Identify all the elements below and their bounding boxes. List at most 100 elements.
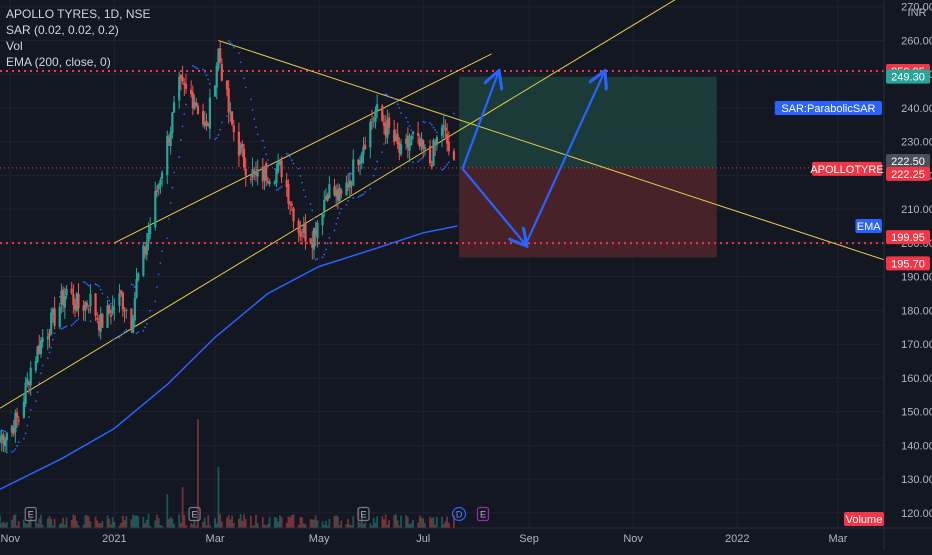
candle-body [323, 199, 326, 212]
sar-dot [58, 296, 61, 298]
sar-dot [87, 284, 90, 287]
volume-bar [359, 523, 361, 528]
volume-bar [297, 524, 300, 528]
volume-bar [11, 519, 13, 528]
volume-bar [58, 524, 61, 528]
sar-dot [309, 203, 312, 206]
sar-dot [420, 157, 423, 160]
candle-body [167, 138, 171, 143]
sar-dot [357, 196, 360, 198]
candle-body [27, 381, 31, 385]
volume-bar [113, 521, 116, 528]
sar-dot [244, 86, 247, 89]
volume-bar [137, 516, 140, 528]
sar-dot [169, 202, 172, 204]
volume-bar [84, 514, 87, 528]
sar-dot [253, 118, 256, 121]
price-tick-label: 270.00 [901, 2, 932, 14]
sar-dot [145, 322, 148, 325]
price-tick-label: 210.00 [901, 204, 932, 216]
series-name-label: APOLLOTYRE [810, 164, 883, 176]
sar-dot [53, 332, 56, 335]
candle-body [111, 305, 114, 314]
volume-bar [219, 514, 222, 528]
volume-bar [241, 520, 244, 528]
candle-body [106, 305, 109, 328]
volume-bar [444, 521, 447, 528]
price-tag [886, 166, 930, 181]
candle-body [196, 105, 200, 115]
volume-bar [197, 419, 199, 528]
volume-bar [371, 525, 373, 528]
candle-body [263, 166, 266, 181]
ema-indicator-label[interactable]: EMA (200, close, 0) [6, 55, 111, 69]
sar-dot [328, 236, 331, 239]
candle-body [352, 159, 355, 186]
candle-body [396, 133, 399, 145]
volume-bar [34, 519, 37, 528]
candle-body [5, 432, 8, 441]
candle-body [442, 125, 445, 128]
sar-dot [396, 103, 399, 106]
sar-dot [280, 185, 283, 188]
sar-dot [191, 64, 194, 67]
sar-dot [316, 257, 319, 260]
sar-dot [26, 424, 29, 427]
sar-dot [89, 320, 92, 323]
volume-bar [52, 525, 54, 528]
sar-dot [72, 322, 75, 325]
volume-bar [101, 520, 104, 528]
candle-body [193, 102, 196, 110]
volume-bar [326, 525, 329, 528]
candle-body [4, 439, 7, 447]
sar-dot [453, 112, 455, 115]
volume-bar [376, 516, 379, 528]
candle-body [326, 194, 329, 201]
candle-body [154, 191, 157, 228]
sar-dot [301, 181, 303, 184]
candle-body [418, 138, 421, 147]
volume-bar [190, 523, 193, 528]
volume-bar [287, 516, 290, 528]
candle-body [447, 142, 450, 152]
volume-bar [249, 515, 252, 528]
sar-dot [133, 286, 136, 288]
candle-body [161, 172, 164, 179]
price-tick-label: 120.00 [901, 508, 932, 520]
sar-dot [94, 283, 97, 286]
sar-dot [17, 441, 20, 444]
volume-tag [844, 512, 884, 526]
sar-dot [267, 159, 269, 161]
volume-bar [125, 516, 128, 528]
sar-dot [239, 61, 242, 64]
volume-bar [62, 517, 65, 528]
volume-bar [185, 525, 187, 528]
earnings-event-icon [357, 506, 370, 522]
volume-bar [316, 520, 319, 528]
volume-bar [178, 514, 181, 528]
candle-body [302, 225, 305, 234]
sar-indicator-label[interactable]: SAR (0.02, 0.02, 0.2) [6, 23, 119, 37]
volume-bar [166, 494, 169, 528]
sar-dot [422, 120, 425, 123]
candle-body [73, 304, 77, 310]
volume-bar [207, 515, 210, 528]
candle-body [149, 225, 152, 234]
series-name-tag [812, 161, 882, 176]
volume-bar [313, 519, 315, 528]
price-tick-label: 140.00 [901, 440, 932, 452]
volume-bar [217, 466, 220, 528]
sar-dot [263, 146, 266, 149]
sar-dot [207, 78, 210, 81]
volume-bar [256, 523, 259, 528]
sar-dot [374, 168, 377, 171]
candle-body [97, 321, 101, 330]
symbol-title[interactable]: APOLLO TYRES, 1D, NSE [6, 7, 151, 21]
candle-body [125, 309, 128, 311]
candle-body [253, 171, 256, 173]
sar-dot [359, 195, 361, 197]
candle-body [387, 117, 391, 128]
volume-indicator-label[interactable]: Vol [6, 39, 23, 53]
